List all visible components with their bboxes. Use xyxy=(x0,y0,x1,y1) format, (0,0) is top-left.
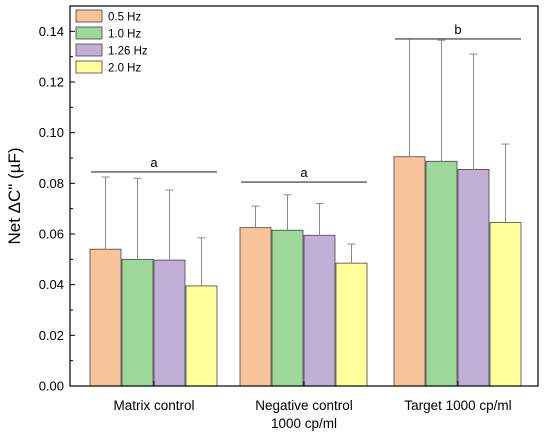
bar xyxy=(271,229,304,387)
y-tick-label: 0.10 xyxy=(39,125,64,140)
legend-swatch xyxy=(75,60,103,74)
bar xyxy=(303,234,336,387)
x-category-label: 1000 cp/ml xyxy=(271,416,337,431)
bar xyxy=(239,227,272,387)
legend-swatch xyxy=(75,26,103,40)
x-category-label: Negative control xyxy=(255,398,353,413)
bar xyxy=(457,168,490,387)
bar xyxy=(489,222,522,387)
bar xyxy=(185,285,218,387)
bar xyxy=(425,160,458,387)
bar xyxy=(393,156,426,387)
y-tick-label: 0.00 xyxy=(39,379,64,394)
legend-swatch xyxy=(75,43,103,57)
significance-label: b xyxy=(454,22,461,37)
y-tick-label: 0.12 xyxy=(39,75,64,90)
bar xyxy=(153,259,186,387)
legend-label: 2.0 Hz xyxy=(108,63,141,75)
y-tick-label: 0.06 xyxy=(39,227,64,242)
bar xyxy=(335,262,368,387)
bar xyxy=(121,258,154,387)
y-tick-label: 0.08 xyxy=(39,176,64,191)
significance-label: a xyxy=(150,155,158,170)
legend-label: 0.5 Hz xyxy=(108,12,141,24)
y-tick-label: 0.02 xyxy=(39,328,64,343)
legend-label: 1.0 Hz xyxy=(108,29,141,41)
y-tick-label: 0.04 xyxy=(39,277,64,292)
y-tick-label: 0.14 xyxy=(39,24,64,39)
x-category-label: Target 1000 cp/ml xyxy=(404,398,511,413)
x-category-label: Matrix control xyxy=(113,398,194,413)
legend-label: 1.26 Hz xyxy=(108,46,148,58)
y-axis-label: Net ΔC" (µF) xyxy=(5,147,24,244)
bar xyxy=(89,248,122,387)
legend-swatch xyxy=(75,9,103,23)
significance-label: a xyxy=(300,165,308,180)
